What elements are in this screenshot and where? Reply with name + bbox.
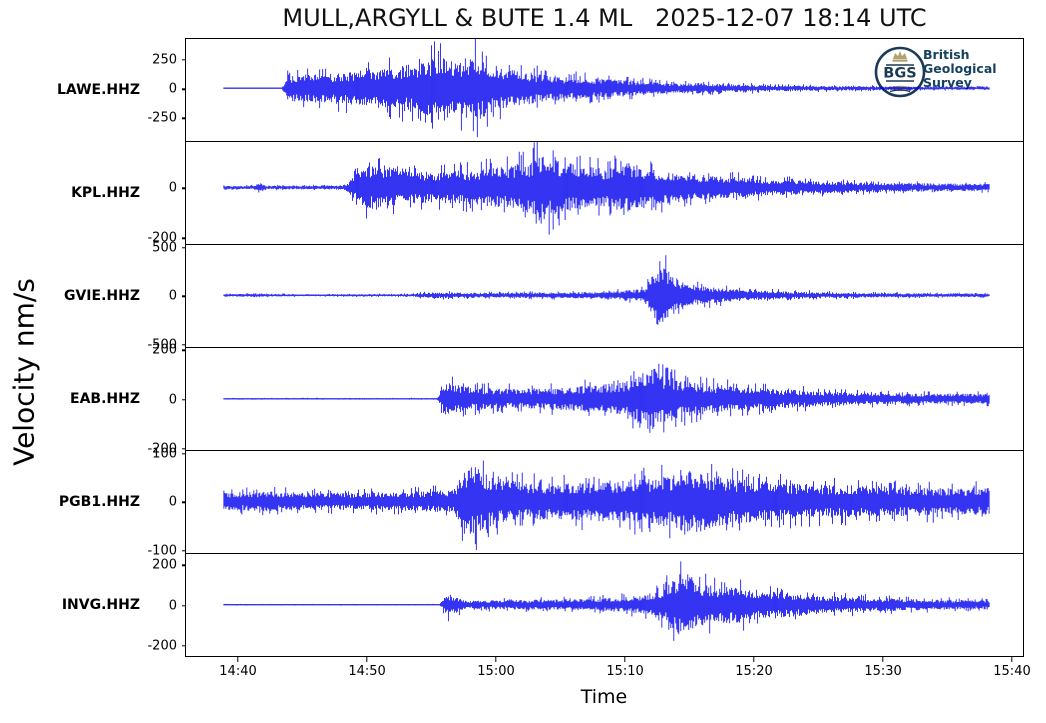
seismogram-panel-pgb1-hhz: PGB1.HHZ 100 0 -100 [59, 446, 1024, 558]
x-axis: 14:40 14:50 15:00 15:10 15:20 15:30 15:40 [185, 657, 1031, 687]
seismogram-panel-invg-hhz: INVG.HHZ 200 0 -200 [62, 553, 1024, 657]
x-tick-mark [624, 657, 626, 662]
y-tick-mark [182, 343, 186, 346]
trace-path [223, 255, 990, 325]
y-tick-mark [182, 448, 186, 450]
station-label: LAWE.HHZ [56, 82, 140, 98]
y-tick-mark [182, 501, 186, 503]
x-tick-mark [1011, 657, 1013, 662]
y-axis-label: Velocity nm/s [7, 278, 41, 466]
station-label: PGB1.HHZ [58, 494, 140, 510]
y-tick-label: -200 [147, 230, 177, 246]
seismogram-trace [223, 460, 990, 551]
y-tick-label: -200 [147, 638, 177, 654]
y-tick-mark [182, 549, 186, 552]
y-tick-label: 200 [152, 342, 177, 358]
seismogram-trace [223, 142, 990, 235]
seismogram-trace [223, 39, 990, 138]
y-tick-label: 0 [168, 494, 177, 510]
bgs-logo: BGS British Geological Survey [874, 46, 997, 98]
trace-path [223, 39, 990, 138]
y-tick-label: -500 [147, 337, 177, 353]
strata-line [889, 89, 911, 93]
station-label: GVIE.HHZ [63, 288, 140, 304]
logo-text-line3: Survey [923, 75, 972, 90]
trace-path [223, 561, 990, 641]
y-tick-label: 250 [152, 52, 177, 68]
x-tick-label: 14:50 [348, 664, 386, 679]
crown-icon [893, 51, 907, 59]
x-tick-mark [753, 657, 755, 662]
trace-path [223, 460, 990, 551]
x-tick-label: 15:10 [606, 664, 644, 679]
y-tick-mark [182, 247, 186, 249]
crown-base [892, 59, 908, 62]
y-tick-mark [182, 187, 186, 190]
y-tick-mark [182, 117, 186, 120]
bgs-abbr: BGS [883, 66, 916, 82]
station-label: EAB.HHZ [70, 391, 140, 407]
x-tick-label: 15:30 [864, 664, 902, 679]
y-tick-mark [182, 295, 186, 297]
x-tick-mark [882, 657, 884, 662]
trace-path [223, 363, 990, 433]
x-tick-mark [237, 657, 239, 662]
x-tick-label: 15:00 [477, 664, 515, 679]
station-label: INVG.HHZ [61, 597, 140, 613]
y-tick-label: -200 [147, 441, 177, 457]
x-tick-mark [495, 657, 497, 662]
y-tick-label: -250 [147, 110, 177, 126]
y-tick-label: 500 [152, 240, 177, 256]
y-tick-mark [182, 453, 186, 455]
y-tick-mark [182, 349, 186, 352]
bgs-logo-ring [874, 46, 926, 98]
y-tick-label: 0 [168, 598, 177, 614]
seismogram-panel-eab-hhz: EAB.HHZ 200 0 -200 [70, 343, 1024, 457]
seismogram-trace [223, 255, 990, 325]
seismogram-panel-gvie-hhz: GVIE.HHZ 500 0 -500 [64, 240, 1024, 352]
x-tick-label: 15:40 [993, 664, 1031, 679]
seismogram-trace [223, 561, 990, 641]
x-axis-label: Time [580, 686, 628, 708]
seismogram-panel-lawe-hhz: LAWE.HHZ 250 0 -250 BGS British Geological… [57, 38, 1024, 142]
x-tick-label: 15:20 [735, 664, 773, 679]
y-tick-mark [182, 237, 186, 240]
x-tick-label: 14:40 [219, 664, 257, 679]
y-tick-mark [182, 399, 186, 401]
trace-path [223, 142, 990, 235]
plot-area: LAWE.HHZ 250 0 -250 BGS British Geological… [57, 38, 1024, 657]
y-tick-mark [182, 59, 186, 61]
x-tick-mark [366, 657, 368, 662]
y-tick-label: 100 [152, 446, 177, 462]
y-tick-label: -100 [147, 543, 177, 559]
logo-text-line1: British [923, 47, 970, 62]
seismogram-trace [223, 363, 990, 433]
y-tick-label: 0 [168, 81, 177, 97]
seismogram-panel-kpl-hhz: KPL.HHZ 0 -200 [71, 141, 1024, 246]
y-tick-label: 0 [168, 180, 177, 196]
y-tick-label: 0 [168, 288, 177, 304]
chart-title: MULL,ARGYLL & BUTE 1.4 ML 2025-12-07 18:… [282, 4, 927, 32]
y-tick-mark [182, 88, 186, 90]
y-tick-label: 200 [152, 557, 177, 573]
y-tick-mark [182, 604, 186, 607]
logo-text-line2: Geological [923, 61, 997, 76]
station-label: KPL.HHZ [71, 185, 140, 201]
y-tick-mark [182, 645, 186, 647]
y-tick-mark [182, 564, 186, 567]
y-tick-label: 0 [168, 392, 177, 408]
